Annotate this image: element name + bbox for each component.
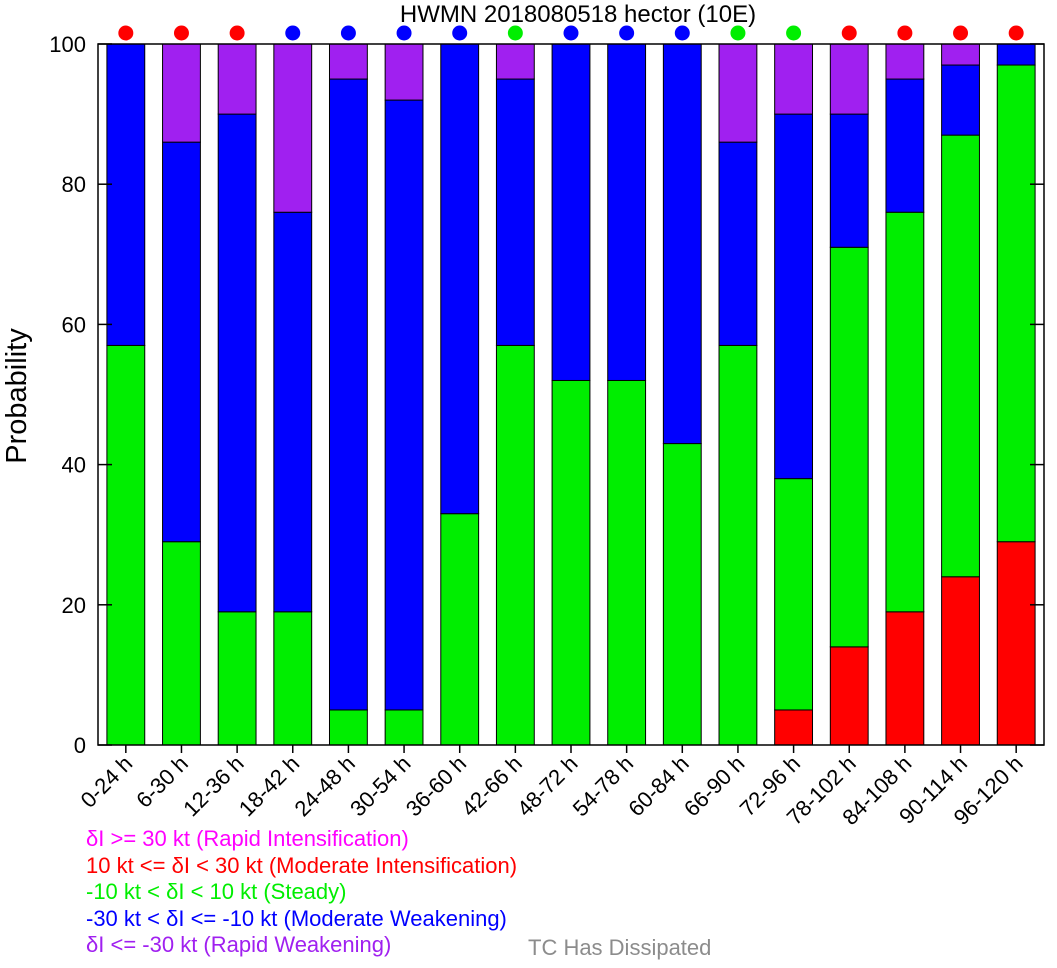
y-tick-label: 60 [62, 312, 86, 337]
category-marker [619, 25, 635, 41]
x-tick-label: 0-24 h [76, 751, 138, 813]
bar-segment [885, 611, 925, 746]
bar-segment [941, 576, 980, 746]
bar-segment [607, 379, 647, 746]
y-tick-label: 100 [49, 32, 86, 57]
bar-segment [162, 541, 201, 746]
bar-segment [607, 43, 647, 381]
category-marker [897, 25, 913, 41]
bar-segment [328, 43, 368, 80]
bar-segment [829, 43, 869, 115]
bar-segment [551, 379, 591, 746]
bar-segment [941, 134, 980, 578]
category-marker [285, 25, 301, 41]
bar-segment [885, 78, 925, 213]
bar-segment [718, 43, 758, 143]
legend: δI >= 30 kt (Rapid Intensification) 10 k… [86, 826, 517, 959]
bar-segment [273, 43, 313, 213]
bar-segment [885, 43, 925, 80]
bar-segment [162, 43, 201, 143]
bar-segment [217, 611, 257, 746]
x-tick-label: 12-36 h [178, 751, 248, 821]
bar-segment [829, 113, 869, 248]
bar-segment [495, 43, 535, 80]
category-marker [1008, 25, 1024, 41]
legend-rapid-weakening: δI <= -30 kt (Rapid Weakening) [86, 932, 392, 957]
x-tick-label: 36-60 h [401, 751, 471, 821]
legend-moderate-intensification: 10 kt <= δI < 30 kt (Moderate Intensific… [86, 852, 518, 878]
bar-segment [273, 211, 313, 613]
y-axis-label: Probability [1, 328, 33, 464]
bar-segment [495, 344, 535, 746]
x-tick-label: 30-54 h [345, 751, 415, 821]
dissipated-label: TC Has Dissipated [528, 935, 712, 960]
x-tick-label: 60-84 h [623, 751, 693, 821]
category-marker [563, 25, 579, 41]
bar-segment [662, 43, 702, 445]
bar-segment [384, 709, 424, 746]
legend-moderate-weakening: -30 kt < δI <= -10 kt (Moderate Weakenin… [86, 905, 507, 931]
bar-segment [328, 709, 368, 746]
bar-segment [273, 611, 313, 746]
category-marker [674, 25, 690, 41]
category-marker [340, 25, 356, 41]
x-tick-label: 18-42 h [234, 751, 304, 821]
x-tick-label: 54-78 h [568, 751, 638, 821]
x-tick-label: 48-72 h [512, 751, 582, 821]
bar-segment [440, 513, 480, 746]
category-marker [730, 25, 746, 41]
bar-segment [384, 99, 424, 711]
probability-chart: HWMN 2018080518 hector (10E) Probability… [1, 1, 1045, 825]
category-marker [841, 25, 857, 41]
category-marker [396, 25, 412, 41]
y-tick-label: 80 [62, 172, 86, 197]
bar-segment [217, 43, 257, 115]
bar-segment [495, 78, 535, 346]
x-tick-label: 24-48 h [290, 751, 360, 821]
bar-segment [774, 709, 814, 746]
bar-segment [941, 64, 980, 136]
bar-segment [662, 443, 702, 746]
category-marker [452, 25, 468, 41]
bar-segment [440, 43, 480, 515]
bar-segment [829, 246, 869, 648]
bar-segment [718, 141, 758, 346]
legend-rapid-intensification: δI >= 30 kt (Rapid Intensification) [86, 826, 409, 851]
bar-segment [551, 43, 591, 381]
category-marker [118, 25, 134, 41]
bar-segment [996, 43, 1036, 66]
bar-segment [774, 478, 814, 711]
bar-segment [774, 113, 814, 480]
y-tick-label: 0 [74, 733, 86, 758]
x-tick-label: 42-66 h [456, 751, 526, 821]
category-marker [173, 25, 189, 41]
bar-segment [106, 344, 146, 746]
y-tick-label: 40 [62, 453, 86, 478]
category-marker [507, 25, 523, 41]
bar-segment [774, 43, 814, 115]
legend-steady: -10 kt < δI < 10 kt (Steady) [86, 879, 347, 904]
bar-segment [384, 43, 424, 101]
category-marker [953, 25, 969, 41]
bar-segment [328, 78, 368, 711]
category-marker [229, 25, 245, 41]
bar-segment [996, 541, 1036, 746]
bar-segment [885, 211, 925, 613]
bar-segment [217, 113, 257, 613]
bar-segment [941, 43, 980, 66]
chart-title: HWMN 2018080518 hector (10E) [400, 1, 756, 28]
bar-segment [829, 646, 869, 746]
bar-segment [718, 344, 758, 746]
x-tick-label: 66-90 h [679, 751, 749, 821]
y-tick-label: 20 [62, 593, 86, 618]
category-marker [786, 25, 802, 41]
bar-segment [162, 141, 201, 543]
bar-segment [106, 43, 146, 346]
bar-segment [996, 64, 1036, 543]
